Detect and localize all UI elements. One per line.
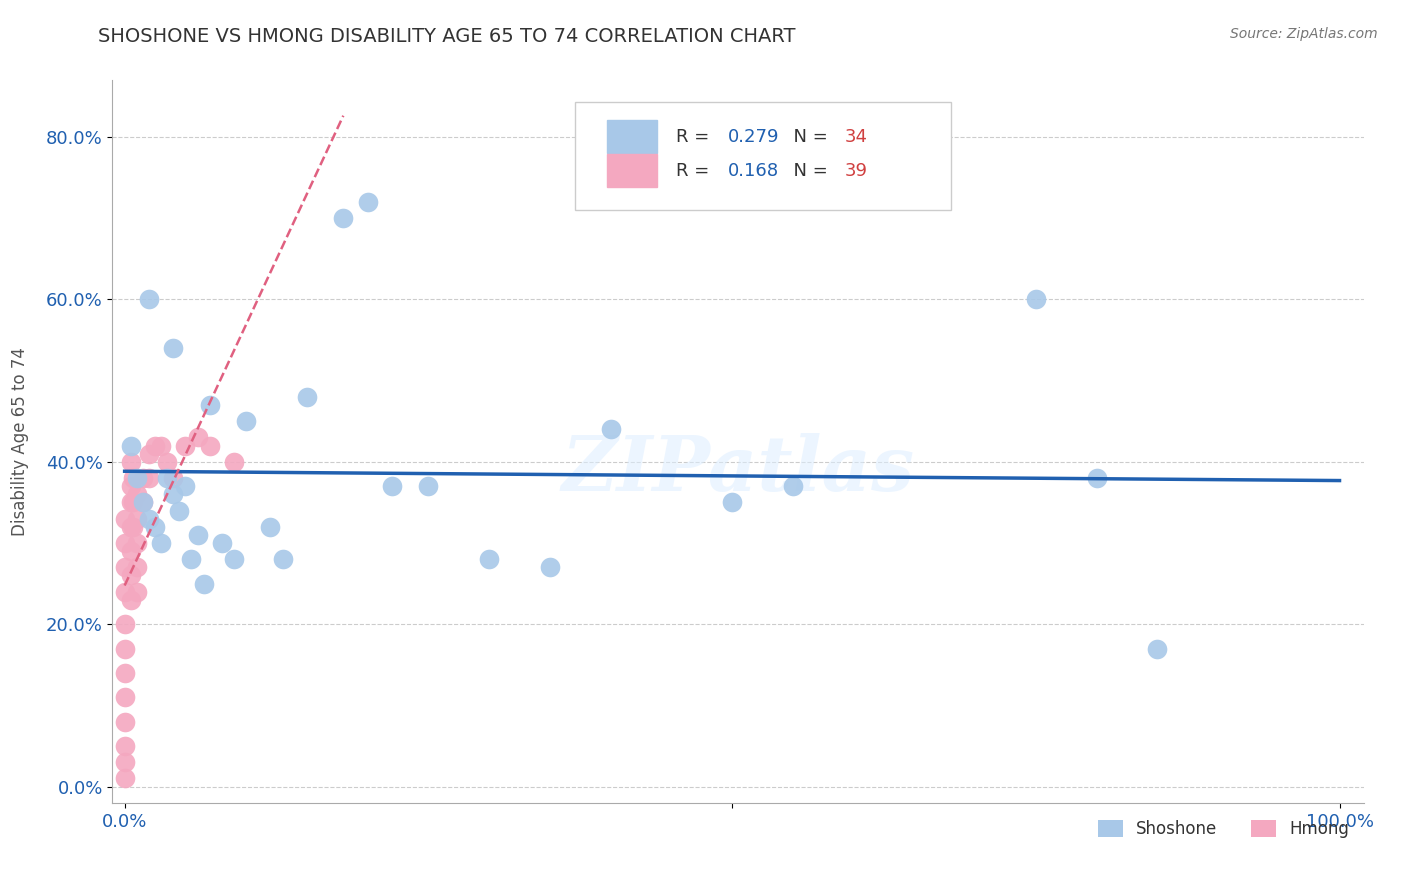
Point — [138, 293, 160, 307]
Point — [174, 479, 197, 493]
Point — [132, 471, 155, 485]
Point — [162, 487, 184, 501]
Point — [198, 398, 221, 412]
Point — [1146, 641, 1168, 656]
Point — [150, 439, 173, 453]
Point — [125, 536, 148, 550]
Point — [1025, 293, 1047, 307]
Point — [114, 560, 136, 574]
Point — [120, 455, 142, 469]
Point — [174, 439, 197, 453]
Text: R =: R = — [675, 161, 714, 179]
Point — [122, 471, 145, 485]
Point — [332, 211, 354, 226]
Point — [138, 471, 160, 485]
Point — [143, 439, 166, 453]
Text: 0.168: 0.168 — [728, 161, 779, 179]
Point — [114, 536, 136, 550]
Y-axis label: Disability Age 65 to 74: Disability Age 65 to 74 — [11, 347, 30, 536]
Point — [1085, 471, 1108, 485]
Point — [132, 495, 155, 509]
Point — [156, 455, 179, 469]
Point — [211, 536, 233, 550]
Text: 34: 34 — [845, 128, 868, 145]
Point — [120, 544, 142, 558]
Point — [132, 495, 155, 509]
Bar — [607, 154, 657, 186]
Bar — [607, 120, 657, 153]
Point — [125, 487, 148, 501]
Point — [143, 520, 166, 534]
Point — [271, 552, 294, 566]
Point — [114, 617, 136, 632]
Point — [120, 592, 142, 607]
Point — [138, 447, 160, 461]
Text: R =: R = — [675, 128, 714, 145]
Point — [222, 552, 245, 566]
Point — [259, 520, 281, 534]
Point — [222, 455, 245, 469]
Text: ZIPatlas: ZIPatlas — [561, 434, 915, 508]
Point — [186, 528, 208, 542]
Point — [125, 471, 148, 485]
Point — [125, 584, 148, 599]
Text: 0.279: 0.279 — [728, 128, 780, 145]
Point — [162, 471, 184, 485]
Point — [186, 430, 208, 444]
Point — [169, 503, 191, 517]
Point — [120, 568, 142, 582]
Point — [782, 479, 804, 493]
Point — [122, 495, 145, 509]
Text: N =: N = — [782, 128, 834, 145]
Legend: Shoshone, Hmong: Shoshone, Hmong — [1091, 814, 1355, 845]
Text: Source: ZipAtlas.com: Source: ZipAtlas.com — [1230, 27, 1378, 41]
Point — [114, 665, 136, 680]
Point — [198, 439, 221, 453]
Point — [235, 414, 257, 428]
Point — [162, 341, 184, 355]
Point — [193, 576, 215, 591]
Point — [120, 495, 142, 509]
Point — [114, 584, 136, 599]
Point — [122, 520, 145, 534]
Text: N =: N = — [782, 161, 834, 179]
Point — [114, 739, 136, 753]
Point — [478, 552, 501, 566]
Point — [538, 560, 561, 574]
Point — [120, 520, 142, 534]
Point — [120, 479, 142, 493]
Point — [180, 552, 202, 566]
Point — [114, 714, 136, 729]
Point — [295, 390, 318, 404]
Point — [381, 479, 404, 493]
Point — [150, 536, 173, 550]
Point — [125, 511, 148, 525]
Point — [114, 690, 136, 705]
Point — [156, 471, 179, 485]
Point — [138, 511, 160, 525]
Point — [418, 479, 440, 493]
Point — [599, 422, 621, 436]
Point — [120, 439, 142, 453]
Point — [114, 511, 136, 525]
Point — [125, 560, 148, 574]
Point — [356, 195, 378, 210]
Point — [721, 495, 744, 509]
Point — [114, 772, 136, 786]
Point — [114, 641, 136, 656]
Text: SHOSHONE VS HMONG DISABILITY AGE 65 TO 74 CORRELATION CHART: SHOSHONE VS HMONG DISABILITY AGE 65 TO 7… — [98, 27, 796, 45]
Point — [114, 755, 136, 769]
FancyBboxPatch shape — [575, 102, 950, 211]
Text: 39: 39 — [845, 161, 868, 179]
